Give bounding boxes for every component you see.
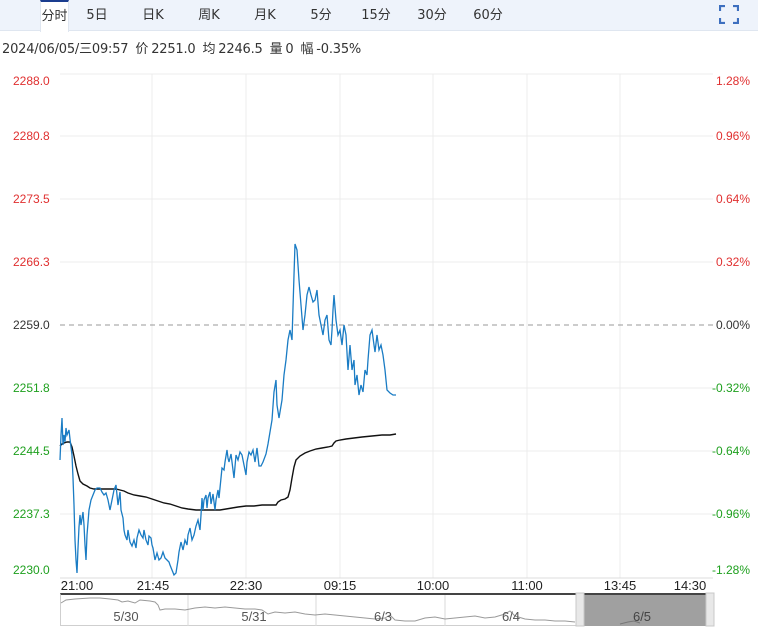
tab-5day[interactable]: 5日 (86, 8, 108, 23)
y-right-label: -0.64% (711, 444, 750, 458)
x-axis-label: 21:00 (60, 578, 94, 593)
x-axis-label: 10:00 (416, 578, 450, 593)
tab-15min[interactable]: 15分 (361, 8, 391, 23)
change-label: 幅 (300, 42, 314, 57)
fullscreen-icon[interactable] (718, 4, 740, 25)
y-left-label: 2273.5 (13, 192, 50, 206)
navigator-date-label: 6/4 (501, 609, 521, 624)
y-left-label: 2237.3 (13, 507, 50, 521)
y-right-label: -0.96% (711, 507, 750, 521)
navigator-date-label: 6/3 (373, 609, 393, 624)
tab-monthly-k[interactable]: 月K (254, 8, 276, 23)
navigator-date-label: 5/30 (113, 609, 139, 624)
y-left-label: 2230.0 (13, 563, 50, 577)
navigator-date-label: 5/31 (241, 609, 267, 624)
y-right-label: 0.00% (715, 318, 750, 332)
y-left-label: 2266.3 (13, 255, 50, 269)
quote-info-bar: 2024/06/05/三09:57 价 2251.0 均 2246.5 量 0 幅 -0.35% (2, 38, 368, 57)
y-right-label: 0.64% (715, 192, 750, 206)
y-left-label: 2280.8 (13, 129, 50, 143)
x-axis-label: 11:00 (511, 578, 543, 593)
grid (60, 73, 713, 578)
x-axis-label: 09:15 (323, 578, 357, 593)
y-right-label: 0.96% (715, 129, 750, 143)
tab-5min[interactable]: 5分 (310, 8, 332, 23)
y-right-label: 1.28% (715, 74, 750, 88)
avg-value: 2246.5 (218, 42, 263, 57)
tab-intraday[interactable]: 分时 (40, 0, 69, 32)
y-left-label: 2259.0 (13, 318, 50, 332)
x-axis-label: 21:45 (136, 578, 170, 593)
tab-daily-k[interactable]: 日K (142, 8, 164, 23)
price-value: 2251.0 (151, 42, 196, 57)
period-tab-bar: 分时 5日 日K 周K 月K 5分 15分 30分 60分 (0, 0, 758, 32)
y-left-label: 2288.0 (13, 74, 50, 88)
volume-value: 0 (285, 42, 294, 57)
y-right-label: -0.32% (711, 381, 750, 395)
y-right-label: 0.32% (715, 255, 750, 269)
tab-30min[interactable]: 30分 (417, 8, 447, 23)
change-value: -0.35% (316, 42, 362, 57)
x-axis-label: 14:30 (673, 578, 707, 593)
tab-weekly-k[interactable]: 周K (198, 8, 220, 23)
x-axis-label: 13:45 (603, 578, 637, 593)
y-left-label: 2251.8 (13, 381, 50, 395)
x-axis-label: 22:30 (229, 578, 263, 593)
y-right-label: -1.28% (711, 563, 750, 577)
quote-datetime: 2024/06/05/三09:57 (2, 42, 129, 57)
volume-label: 量 (269, 42, 283, 57)
price-label: 价 (135, 42, 149, 57)
navigator-date-label: 6/5 (632, 609, 652, 624)
tab-60min[interactable]: 60分 (473, 8, 503, 23)
y-left-label: 2244.5 (13, 444, 50, 458)
avg-label: 均 (202, 42, 216, 57)
avg-price-line (59, 433, 397, 511)
price-line (59, 243, 396, 577)
